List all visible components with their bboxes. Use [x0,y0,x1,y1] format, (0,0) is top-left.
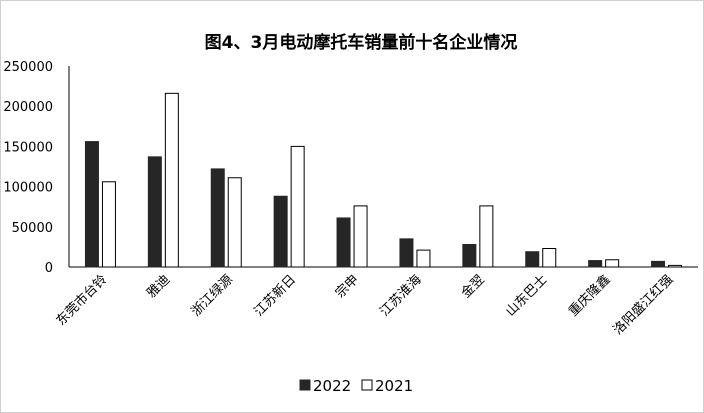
y-tick-label: 100000 [3,181,53,196]
bar-2022-6 [399,238,414,268]
bar-2022-9 [588,260,603,268]
x-category-label: 金翌 [458,272,488,302]
bar-2021-6 [416,249,431,268]
legend-swatch-2022 [299,379,311,391]
legend-label-2022: 2022 [313,377,351,395]
bar-2022-2 [147,156,162,268]
bar-2022-10 [651,260,666,268]
x-category-label: 浙江绿源 [189,272,236,319]
legend-label-2021: 2021 [375,377,413,395]
bar-2021-8 [542,248,557,268]
x-category-label: 东莞市台铃 [53,272,110,329]
chart-title: 图4、3月电动摩托车销量前十名企业情况 [205,32,518,53]
bar-2022-7 [462,243,477,268]
bars [84,92,683,268]
bar-2022-4 [273,195,288,268]
x-category-label: 雅迪 [144,272,173,301]
y-tick-label: 50000 [12,221,53,236]
bar-2021-10 [668,264,683,268]
x-category-label: 江苏新日 [251,272,299,320]
bar-2021-7 [479,205,494,268]
bar-2021-4 [290,145,305,268]
y-tick-label: 0 [45,261,53,276]
y-tick-labels: 0 50000 100000 150000 200000 250000 [3,60,53,276]
x-category-label: 宗申 [332,272,362,302]
bar-2021-9 [605,259,620,268]
bar-2022-3 [210,168,225,268]
x-category-label: 山东巴士 [503,272,550,319]
bar-2022-5 [336,217,351,268]
bar-2021-3 [227,177,242,268]
x-category-label: 重庆隆鑫 [565,272,613,320]
bar-2021-2 [164,92,179,268]
y-tick-label: 250000 [3,60,53,75]
bar-2022-1 [84,141,99,268]
bar-2021-5 [353,205,368,268]
bar-2022-8 [525,251,540,268]
x-category-label: 江苏淮海 [377,272,425,320]
bar-2021-1 [101,181,116,268]
x-category-label: 洛阳盛江红强 [610,272,676,338]
legend: 2022 2021 [299,377,413,395]
axes [68,66,698,268]
legend-swatch-2021 [361,379,373,391]
y-tick-label: 150000 [3,140,53,155]
y-tick-label: 200000 [3,100,53,115]
